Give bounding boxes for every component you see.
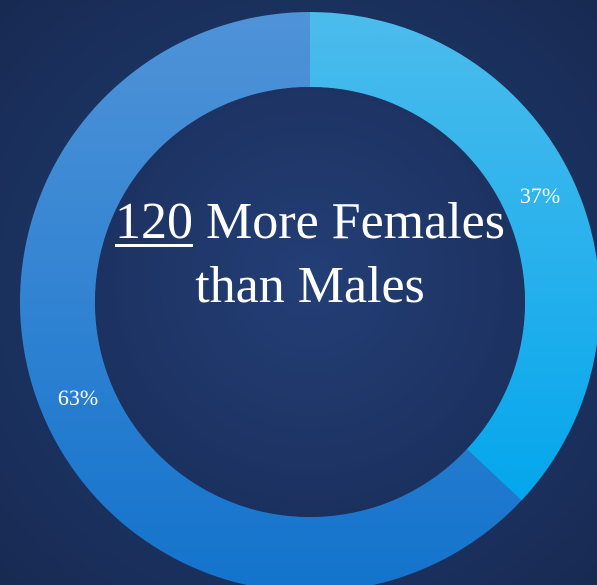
donut-hole: [95, 87, 525, 517]
value-label: 37%: [520, 183, 560, 208]
donut-segment: [20, 12, 522, 585]
value-label: 63%: [58, 385, 98, 410]
center-number: 120: [115, 193, 194, 250]
center-text: 120 More Females than Males: [115, 190, 505, 318]
donut-segment: [310, 12, 597, 501]
center-caption: More Females than Males: [195, 193, 505, 314]
